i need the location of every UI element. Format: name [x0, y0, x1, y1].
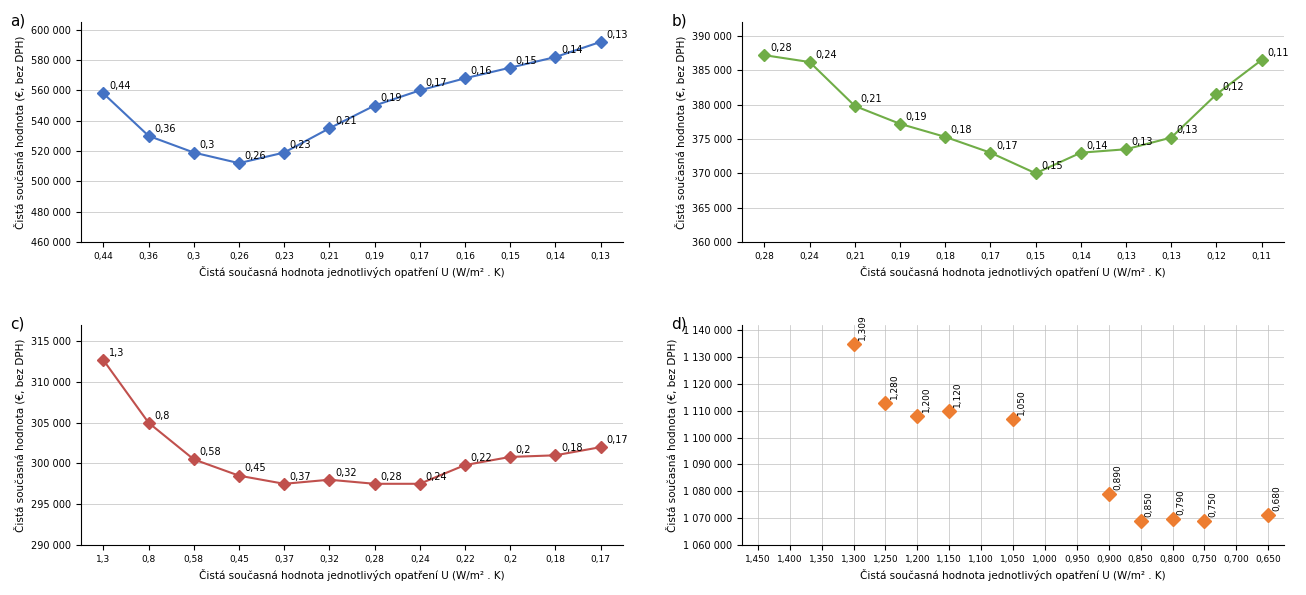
Text: 1,280: 1,280 [889, 373, 899, 399]
Text: 0,8: 0,8 [154, 411, 170, 421]
Text: 0,3: 0,3 [200, 140, 214, 151]
Text: 0,21: 0,21 [861, 94, 882, 104]
Y-axis label: Čistá současná hodnota (€, bez DPH): Čistá současná hodnota (€, bez DPH) [666, 339, 678, 532]
Text: 0,2: 0,2 [516, 445, 532, 455]
Text: 0,24: 0,24 [426, 472, 447, 481]
Text: 0,32: 0,32 [334, 468, 357, 478]
Text: 1,309: 1,309 [858, 314, 867, 340]
Text: d): d) [671, 317, 687, 331]
Text: 0,28: 0,28 [771, 43, 791, 53]
Text: 1,050: 1,050 [1017, 389, 1027, 415]
Text: 0,26: 0,26 [244, 151, 266, 161]
Text: 0,17: 0,17 [606, 435, 628, 445]
Text: 0,18: 0,18 [951, 125, 973, 134]
Text: 0,16: 0,16 [470, 66, 492, 76]
Text: 0,750: 0,750 [1208, 491, 1217, 516]
Text: 0,850: 0,850 [1145, 491, 1153, 516]
Text: 0,14: 0,14 [1087, 140, 1107, 151]
Text: c): c) [10, 317, 25, 331]
Text: 0,12: 0,12 [1222, 82, 1243, 92]
Text: 0,28: 0,28 [380, 472, 402, 481]
Text: 0,13: 0,13 [1131, 137, 1153, 147]
Text: 0,21: 0,21 [334, 116, 357, 126]
Text: 0,44: 0,44 [108, 82, 131, 91]
Text: 0,17: 0,17 [426, 79, 447, 88]
Text: 0,14: 0,14 [560, 45, 582, 55]
Text: 0,22: 0,22 [470, 453, 492, 463]
Text: 0,13: 0,13 [1177, 126, 1199, 136]
Text: 0,45: 0,45 [244, 464, 266, 474]
Text: a): a) [10, 14, 26, 29]
X-axis label: Čistá současná hodnota jednotlivých opatření U (W/m² . K): Čistá současná hodnota jednotlivých opat… [199, 266, 505, 278]
Text: 0,17: 0,17 [996, 140, 1017, 151]
Text: 1,200: 1,200 [922, 386, 930, 412]
X-axis label: Čistá současná hodnota jednotlivých opatření U (W/m² . K): Čistá současná hodnota jednotlivých opat… [861, 569, 1166, 581]
Text: b): b) [671, 14, 687, 29]
X-axis label: Čistá současná hodnota jednotlivých opatření U (W/m² . K): Čistá současná hodnota jednotlivých opat… [861, 266, 1166, 278]
Text: 0,58: 0,58 [200, 447, 221, 457]
Text: 0,23: 0,23 [290, 140, 311, 151]
Y-axis label: Čistá současná hodnota (€, bez DPH): Čistá současná hodnota (€, bez DPH) [675, 35, 687, 228]
Text: 1,3: 1,3 [108, 348, 124, 358]
Y-axis label: Čistá současná hodnota (€, bez DPH): Čistá současná hodnota (€, bez DPH) [14, 35, 25, 228]
Text: 0,37: 0,37 [290, 472, 311, 481]
Text: 0,36: 0,36 [154, 124, 175, 134]
Text: 0,19: 0,19 [905, 112, 927, 122]
Text: 0,24: 0,24 [815, 50, 837, 60]
Text: 0,680: 0,680 [1272, 486, 1281, 511]
Text: 1,120: 1,120 [953, 381, 963, 406]
X-axis label: Čistá současná hodnota jednotlivých opatření U (W/m² . K): Čistá současná hodnota jednotlivých opat… [199, 569, 505, 581]
Text: 0,790: 0,790 [1177, 490, 1186, 515]
Text: 0,15: 0,15 [516, 55, 537, 65]
Text: 0,11: 0,11 [1267, 48, 1289, 58]
Y-axis label: Čistá současná hodnota (€, bez DPH): Čistá současná hodnota (€, bez DPH) [14, 339, 25, 532]
Text: 0,890: 0,890 [1113, 464, 1122, 490]
Text: 0,19: 0,19 [380, 93, 402, 104]
Text: 0,13: 0,13 [606, 30, 628, 40]
Text: 0,18: 0,18 [560, 443, 582, 453]
Text: 0,15: 0,15 [1041, 161, 1063, 171]
